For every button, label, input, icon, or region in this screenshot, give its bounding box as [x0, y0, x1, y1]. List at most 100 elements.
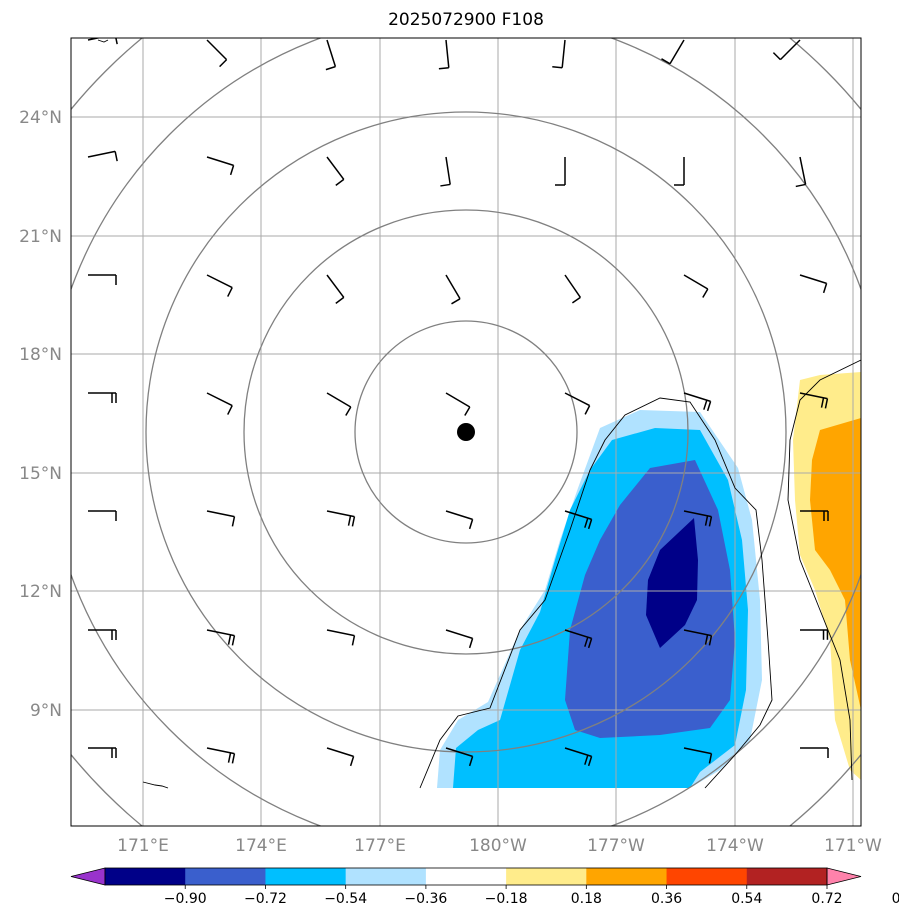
lat-label: 18°N [19, 345, 62, 365]
wind-barb-icon [683, 747, 713, 764]
positive-anomaly-field [793, 372, 861, 780]
wind-barb-icon [206, 274, 233, 297]
colorbar-label: −0.54 [324, 891, 367, 907]
plot-frame [70, 37, 862, 827]
colorbar-outline [104, 867, 828, 886]
negative-anomaly-field [437, 410, 762, 788]
colorbar-label: −0.18 [485, 891, 528, 907]
wind-barb-icon [445, 747, 474, 767]
wind-barb-icon [564, 392, 591, 415]
colorbar-segment [265, 868, 347, 885]
wind-barb-icon [326, 510, 356, 527]
wind-barb-icon [88, 629, 117, 640]
wind-barb-icon [564, 274, 582, 304]
lat-label: 24°N [19, 108, 62, 128]
wind-barb-icon [88, 392, 117, 403]
colorbar-label: −0.90 [164, 891, 207, 907]
graticule [71, 38, 861, 826]
wind-barb-icon [799, 274, 828, 294]
lon-label: 177°E [354, 836, 406, 856]
wind-barb-icon [799, 392, 829, 409]
wind-barbs [87, 38, 829, 767]
wind-barb-icon [800, 629, 829, 640]
colorbar-segment [185, 868, 266, 885]
wind-barb-icon [88, 274, 117, 285]
colorbar-segment [105, 868, 186, 885]
lat-label: 9°N [30, 701, 62, 721]
lat-label: 12°N [19, 582, 62, 602]
lat-label: 15°N [19, 464, 62, 484]
colorbar-segment [345, 868, 427, 885]
wind-barb-icon [555, 157, 566, 186]
colorbar-segment [506, 868, 587, 885]
coastline [97, 39, 861, 789]
colorbar-label: 0.36 [651, 891, 682, 907]
longitude-labels: 171°E 174°E 177°E 180°W 177°W 174°W 171°… [117, 836, 882, 856]
map-title: 2025072900 F108 [388, 10, 544, 30]
wind-barb-icon [206, 510, 236, 527]
wind-barb-icon [564, 510, 593, 530]
colorbar-segment [666, 868, 748, 885]
colorbar-extend-max [826, 867, 862, 886]
contour-ring-2 [243, 209, 689, 655]
colorbar-extend-min [70, 867, 106, 886]
lon-label: 174°E [235, 836, 287, 856]
lon-label: 177°W [587, 836, 645, 856]
colorbar-segment [746, 868, 828, 885]
wind-barb-icon [683, 629, 713, 646]
colorbar-label: −0.36 [404, 891, 447, 907]
contour-ring-3 [145, 111, 787, 753]
lon-label: 174°W [706, 836, 764, 856]
wind-barb-icon [88, 747, 117, 758]
wind-barb-icon [438, 39, 450, 70]
lon-label: 171°W [824, 836, 882, 856]
wind-barb-icon [88, 510, 117, 521]
wind-barb-icon [674, 157, 685, 186]
latitude-labels: 24°N 21°N 18°N 15°N 12°N 9°N [19, 108, 62, 721]
wind-barb-icon [795, 156, 807, 188]
wind-barb-icon [326, 392, 352, 416]
colorbar-label: 0.18 [571, 891, 602, 907]
wind-barb-icon [552, 39, 566, 69]
colorbar-label: 0.90 [892, 891, 899, 907]
wind-barb-icon [326, 274, 345, 304]
lon-label: 180°W [469, 836, 527, 856]
colorbar-segment [586, 868, 668, 885]
wind-barb-icon [772, 39, 801, 61]
anomaly-band-navy [646, 518, 698, 648]
wind-barb-icon [206, 392, 233, 415]
wind-barb-icon [800, 510, 829, 521]
wind-barb-icon [206, 39, 228, 68]
wind-barb-icon [564, 629, 593, 649]
colorbar: −0.90 −0.72 −0.54 −0.36 −0.18 0.18 0.36 0.54 0.7… [70, 867, 899, 907]
wind-barb-icon [564, 747, 593, 767]
wind-barb-icon [206, 747, 236, 764]
colorbar-label: 0.54 [731, 891, 762, 907]
wind-barb-icon [683, 392, 712, 412]
wind-barb-icon [206, 629, 236, 646]
lat-label: 21°N [19, 227, 62, 247]
storm-center-dot-icon [457, 423, 475, 441]
colorbar-segment [425, 868, 507, 885]
wind-barb-icon [87, 150, 118, 162]
wind-barb-icon [87, 38, 118, 45]
wind-barb-icon [440, 156, 451, 187]
wind-barb-icon [326, 629, 356, 646]
wind-barb-icon [445, 629, 474, 649]
wind-barb-icon [661, 39, 685, 65]
wind-barb-icon [683, 510, 713, 527]
wind-barb-icon [325, 39, 337, 71]
wind-barb-icon [206, 156, 235, 176]
wind-barb-icon [445, 392, 471, 416]
wind-barb-icon [445, 274, 461, 305]
colorbar-label: −0.72 [244, 891, 287, 907]
anomaly-band-orange [810, 418, 861, 710]
colorbar-label: 0.72 [811, 891, 842, 907]
wind-barb-icon [326, 747, 355, 767]
wind-barb-icon [326, 156, 345, 186]
contour-ring-1 [354, 320, 578, 544]
wind-barb-icon [800, 747, 829, 758]
